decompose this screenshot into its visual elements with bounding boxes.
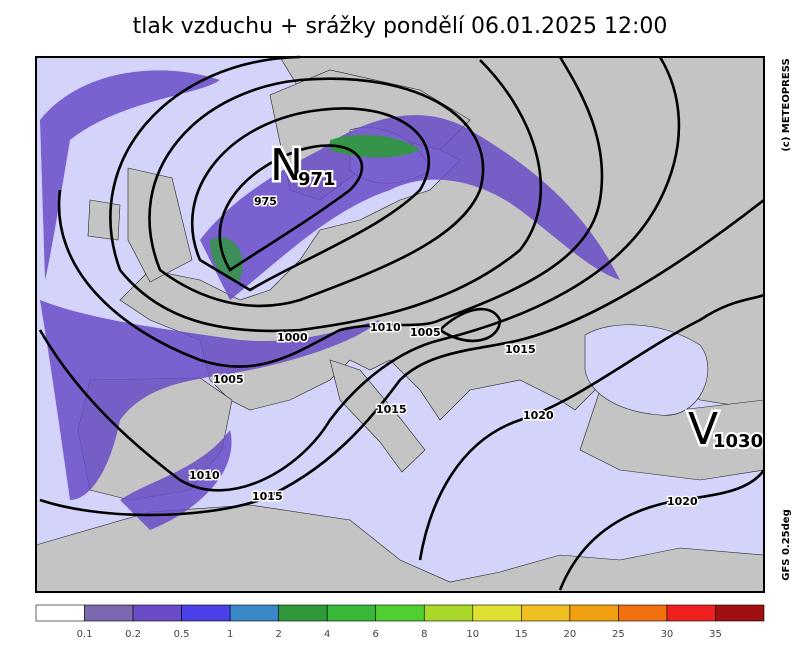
map-frame	[35, 56, 765, 593]
high-value: 1030	[713, 431, 763, 452]
low-letter: N	[270, 140, 303, 191]
legend-label: 0.1	[77, 629, 93, 640]
legend-swatch	[472, 604, 522, 622]
legend-swatch	[521, 604, 571, 622]
legend-swatch	[618, 604, 668, 622]
low-pressure-marker: N 971	[268, 138, 338, 194]
legend-swatch	[375, 604, 425, 622]
legend-label: 20	[563, 629, 576, 640]
map-title: tlak vzduchu + srážky pondělí 06.01.2025…	[133, 14, 668, 39]
precipitation-legend: 0.1 0.2 0.5 1 2 4 6 8 10 15 20 25 30 35	[35, 604, 765, 640]
legend-label: 0.2	[125, 629, 141, 640]
isobar-label: 1010	[189, 469, 220, 482]
legend-label: 10	[466, 629, 479, 640]
legend-label: 35	[709, 629, 722, 640]
legend-swatch	[666, 604, 716, 622]
legend-label: 6	[373, 629, 379, 640]
high-pressure-marker: V 1030	[686, 402, 766, 458]
isobar-label: 1005	[410, 326, 441, 339]
isobar-label: 1010	[370, 321, 401, 334]
isobar-label: 1015	[376, 403, 407, 416]
legend-label: 30	[661, 629, 674, 640]
isobar-label: 1015	[505, 343, 536, 356]
isobar-label: 1005	[213, 373, 244, 386]
legend-swatch	[326, 604, 377, 622]
legend-swatch	[569, 604, 619, 622]
legend-swatch	[229, 604, 279, 622]
isobar-label: 975	[254, 195, 277, 208]
isobars	[38, 55, 766, 591]
isobar-label: 1020	[523, 409, 554, 422]
isobar-label: 1015	[252, 490, 283, 503]
high-letter: V	[688, 404, 718, 455]
legend-label: 4	[324, 629, 330, 640]
legend-label: 1	[227, 629, 233, 640]
isobar-labels: 975 1000 1010 1005 1005 1015 1015 1020 1010 1015 1…	[188, 194, 700, 510]
legend-swatch	[35, 604, 85, 622]
precipitation	[40, 70, 620, 530]
legend-swatch	[132, 604, 182, 622]
low-value: 971	[298, 169, 336, 190]
isobar-label: 1000	[277, 331, 308, 344]
legend-label: 8	[421, 629, 427, 640]
legend-swatch	[423, 604, 474, 622]
legend-label: 2	[275, 629, 281, 640]
legend-label: 15	[515, 629, 528, 640]
legend-swatch	[84, 604, 134, 622]
legend-swatch	[715, 604, 765, 622]
legend-label: 0.5	[174, 629, 190, 640]
legend-label: 25	[612, 629, 625, 640]
model-name: GFS 0.25deg	[781, 509, 792, 581]
credit: (c) METEOPRESS	[781, 58, 792, 151]
map	[35, 55, 766, 593]
legend-swatch	[278, 604, 328, 622]
isobar-label: 1020	[667, 495, 698, 508]
legend-swatch	[181, 604, 231, 622]
